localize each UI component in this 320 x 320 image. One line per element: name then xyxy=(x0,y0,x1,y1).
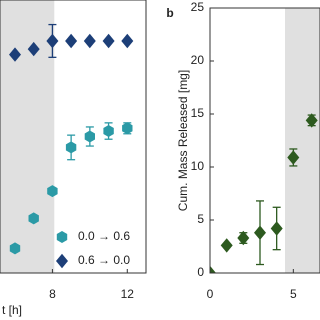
marker xyxy=(220,238,233,253)
legend-marker xyxy=(56,253,68,269)
y-tick-label: 25 xyxy=(191,0,205,14)
x-tick-label: 12 xyxy=(121,287,135,301)
marker xyxy=(254,225,266,240)
marker xyxy=(9,47,21,62)
x-tick-label: 5 xyxy=(290,287,297,301)
marker xyxy=(47,185,58,198)
plot-area xyxy=(210,8,320,273)
plot-frame xyxy=(0,0,147,274)
legend-marker xyxy=(56,231,68,243)
shaded-region xyxy=(285,8,320,273)
legend-label: 0.6 → 0.0 xyxy=(78,253,130,267)
x-tick-label: 8 xyxy=(49,287,56,301)
y-tick-label: 15 xyxy=(191,106,205,120)
marker xyxy=(46,33,59,49)
x-tick-label: 0 xyxy=(207,287,214,301)
y-tick-label: 10 xyxy=(191,159,205,173)
x-axis-label: t [h] xyxy=(2,303,22,317)
y-tick-label: 5 xyxy=(197,212,204,226)
y-axis-label: Cum. Mass Released [mg] xyxy=(176,70,190,211)
plot-area xyxy=(0,0,134,273)
marker xyxy=(27,41,40,57)
marker xyxy=(237,230,250,246)
marker xyxy=(102,33,115,49)
plot-frame xyxy=(209,7,320,274)
panel-label: b xyxy=(166,6,173,20)
marker xyxy=(65,33,78,49)
marker xyxy=(103,125,114,137)
marker xyxy=(9,242,21,255)
y-tick-label: 0 xyxy=(197,265,204,279)
marker xyxy=(270,221,283,236)
y-tick-label: 20 xyxy=(191,53,205,67)
marker xyxy=(305,113,318,128)
marker xyxy=(287,150,300,165)
marker xyxy=(65,141,77,154)
marker xyxy=(210,265,216,273)
marker xyxy=(28,212,39,225)
marker xyxy=(83,33,96,49)
shaded-region xyxy=(0,0,55,273)
legend-label: 0.0 → 0.6 xyxy=(78,229,130,243)
marker xyxy=(122,122,133,135)
marker xyxy=(84,130,95,143)
marker xyxy=(121,33,134,49)
